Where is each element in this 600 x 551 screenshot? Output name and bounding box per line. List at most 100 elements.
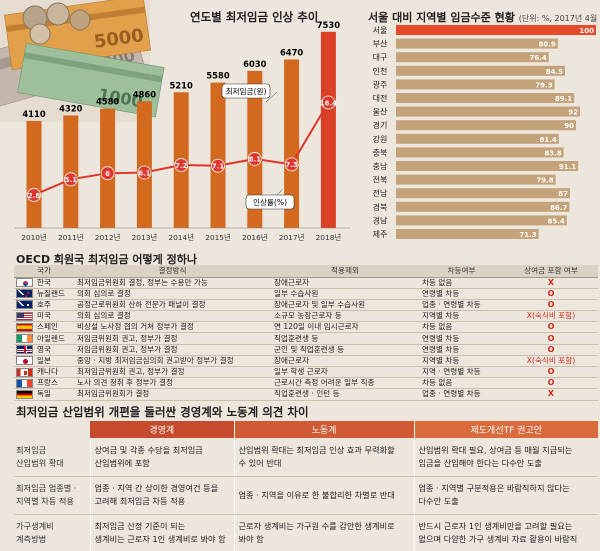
region-bar xyxy=(396,52,549,63)
region-value-label: 92 xyxy=(568,109,578,117)
region-name-label: 서울 xyxy=(373,26,388,35)
region-name-label: 인천 xyxy=(373,66,388,76)
oecd-bonus: X xyxy=(504,277,599,289)
oecd-country: 호주 xyxy=(34,299,75,312)
region-name-label: 충남 xyxy=(373,162,388,171)
oecd-method: 공정근로위원회 산하 전문가 패널이 결정 xyxy=(74,299,272,312)
wage-value-label: 7530 xyxy=(317,20,340,30)
wage-value-label: 5580 xyxy=(206,71,229,81)
opinion-business: 업종 · 지역 간 상이한 경영여건 등을 고려해 최저임금 차등 적용 xyxy=(89,476,234,515)
region-unit-note: (단위: %, 2017년 4월 기준) xyxy=(518,14,600,23)
region-name-label: 경남 xyxy=(373,215,388,225)
rate-point xyxy=(137,165,152,180)
oecd-row: 미국 의회 심의로 결정 소규모 농장근로자 등 지역별 차등 X(숙식비 포함) xyxy=(14,310,599,323)
region-bar xyxy=(396,174,556,185)
oecd-country: 영국 xyxy=(34,344,75,356)
region-value-label: 86.7 xyxy=(550,204,567,212)
oecd-method: 저임금위원회 권고, 정부가 결정 xyxy=(74,344,272,356)
oecd-country: 캐나다 xyxy=(34,366,75,379)
wage-bar xyxy=(284,59,300,229)
opinion-topic: 최저임금 업종별 · 지역별 차등 적용 xyxy=(14,476,90,515)
opinion-labor: 근로자 생계비는 가구원 수를 감안한 생계비로 봐야 함 xyxy=(233,514,414,551)
oecd-flag-cell xyxy=(14,310,34,323)
us-flag-icon xyxy=(15,311,33,321)
rate-value-label: 16.4 xyxy=(320,99,337,107)
opinion-row: 최저임금 산입범위 확대 상여금 및 각종 수당을 최저임금 산입범위에 포함 산입… xyxy=(14,438,598,477)
rate-point xyxy=(247,152,262,166)
oecd-table: 국가 결정방식 적용제외 차등여부 상여금 포함 여부 한국 최저임금위원회 결정… xyxy=(14,265,599,401)
oecd-header-exempt: 적용제외 xyxy=(271,265,420,278)
oecd-flag-cell xyxy=(14,366,34,379)
money-photo-illustration: 000 5000 1000 xyxy=(0,0,165,122)
wage-year-label: 2010년 xyxy=(21,233,47,242)
opinion-table: 경영계 노동계 제도개선TF 권고안 최저임금 산입범위 확대 상여금 및 각종 … xyxy=(14,421,598,551)
wage-bar xyxy=(26,120,42,228)
oecd-diff: 업종 · 연령별 차등 xyxy=(419,299,505,312)
ie-flag-icon xyxy=(15,334,33,344)
oecd-bonus: O xyxy=(504,321,599,334)
region-bar xyxy=(396,65,565,76)
oecd-diff: 지역별 차등 xyxy=(419,355,505,368)
rate-point xyxy=(321,95,336,110)
oecd-bonus: X xyxy=(504,388,599,401)
rate-value-label: 8.1 xyxy=(249,156,262,164)
rate-point xyxy=(63,172,78,187)
wage-year-label: 2014년 xyxy=(168,233,194,242)
rate-value-label: 6 xyxy=(105,170,110,178)
opinion-topic: 최저임금 산입범위 확대 xyxy=(14,438,90,477)
oecd-bonus: O xyxy=(504,377,599,390)
rate-value-label: 7.2 xyxy=(175,162,188,170)
oecd-flag-cell xyxy=(14,355,34,368)
oecd-exempt: 연 120일 이내 임시근로자 xyxy=(271,321,420,334)
region-bar xyxy=(396,38,558,49)
wage-value-label: 4580 xyxy=(96,97,119,107)
wage-year-label: 2018년 xyxy=(316,233,342,242)
oecd-header-diff: 차등여부 xyxy=(419,265,505,278)
oecd-flag-cell xyxy=(14,377,34,390)
oecd-bonus: O xyxy=(504,299,599,312)
oecd-flag-cell xyxy=(14,299,34,312)
region-name-label: 부산 xyxy=(373,39,388,49)
oecd-diff: 지역 · 연령별 차등 xyxy=(419,366,505,379)
region-value-label: 80.9 xyxy=(539,41,556,49)
region-chart-title: 서울 대비 지역별 임금수준 현황 (단위: %, 2017년 4월 기준) xyxy=(368,9,600,25)
opinion-table-title: 최저임금 산입범위 개편을 둘러싼 경영계와 노동계 의견 차이 xyxy=(16,405,309,419)
oecd-row: 영국 저임금위원회 권고, 정부가 결정 군인 및 직업훈련생 등 연령별 차등 O xyxy=(14,344,599,356)
oecd-table-title: OECD 회원국 최저임금 어떻게 정하나 xyxy=(16,253,197,266)
region-bar xyxy=(396,25,596,35)
opinion-row: 가구생계비 계측방법 최저임금 산정 기준이 되는 생계비는 근로자 1인 생계비… xyxy=(14,514,598,551)
opinion-tf: 업종 · 지역별 구분적용은 바람직하지 않다는 다수안 도출 xyxy=(413,476,598,515)
au-flag-icon xyxy=(15,300,33,310)
rate-point xyxy=(27,188,41,202)
oecd-header-row: 국가 결정방식 적용제외 차등여부 상여금 포함 여부 xyxy=(14,265,599,278)
oecd-method: 최저임금위원회 결정, 정부는 수용만 가능 xyxy=(74,277,272,289)
opinion-header-blank xyxy=(14,421,90,438)
oecd-row: 독일 최저임금위원회가 결정 직업훈련생 · 인턴 등 업종 · 연령별 차등 X xyxy=(14,388,599,401)
oecd-diff: 연령별 차등 xyxy=(419,344,505,356)
oecd-bonus: X(숙식비 포함) xyxy=(504,355,599,368)
oecd-method: 의회 심의로 결정 xyxy=(74,310,272,323)
region-value-label: 76.4 xyxy=(530,54,547,62)
opinion-header-tf: 제도개선TF 권고안 xyxy=(413,421,598,438)
region-value-label: 84.5 xyxy=(546,68,563,76)
rate-value-label: 2.8 xyxy=(28,192,41,200)
opinion-header-row: 경영계 노동계 제도개선TF 권고안 xyxy=(14,421,598,438)
rate-point xyxy=(174,158,189,172)
oecd-row: 뉴질랜드 의회 심의로 결정 일부 수습사원 연령별 차등 O xyxy=(14,288,599,300)
region-name-label: 전북 xyxy=(373,175,388,185)
region-name-label: 대전 xyxy=(373,93,388,103)
region-name-label: 제주 xyxy=(373,230,388,239)
jp-flag-icon xyxy=(15,356,33,366)
oecd-bonus: X(숙식비 포함) xyxy=(504,310,599,323)
region-bar xyxy=(396,120,576,131)
region-bar xyxy=(396,215,567,226)
region-name-label: 전남 xyxy=(373,188,388,198)
oecd-diff: 연령별 차등 xyxy=(419,288,505,300)
oecd-flag-cell xyxy=(14,277,34,289)
nz-flag-icon xyxy=(15,289,33,299)
oecd-method: 비상설 노사정 협의 거쳐 정부가 결정 xyxy=(74,321,272,334)
oecd-diff: 연령별 차등 xyxy=(419,332,505,345)
oecd-country: 독일 xyxy=(34,388,75,401)
region-bar xyxy=(396,201,570,212)
region-value-label: 89.1 xyxy=(555,95,572,103)
